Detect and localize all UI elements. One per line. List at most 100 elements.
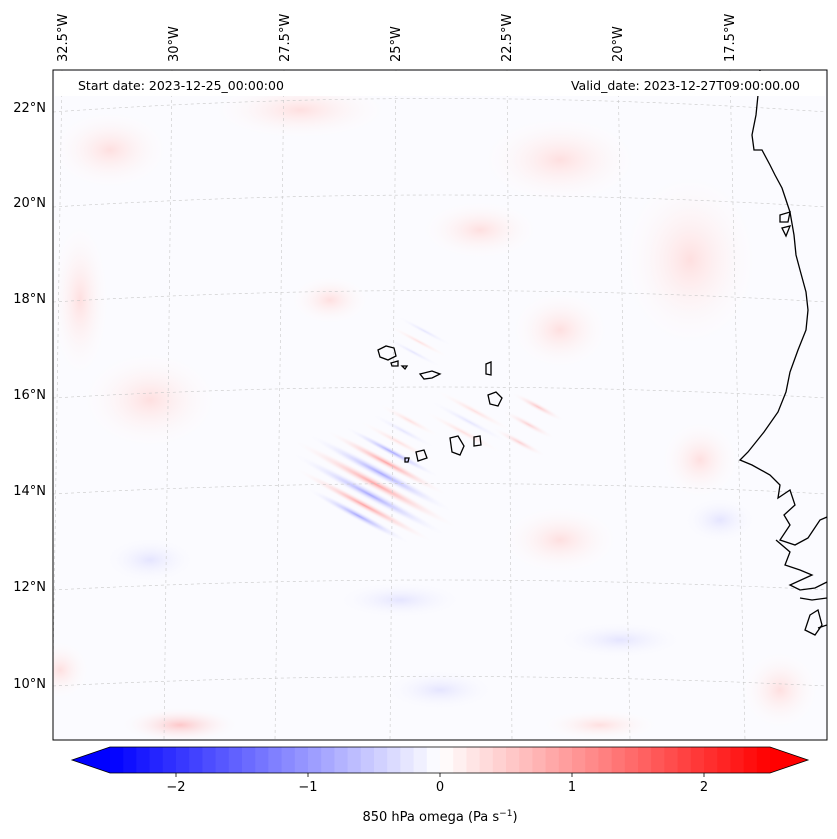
colorbar-cell [704, 747, 718, 773]
island-boa-vista [487, 391, 503, 407]
colorbar-cell [677, 747, 692, 773]
island-maio [473, 435, 482, 447]
colorbar-tick-label: −2 [166, 780, 185, 795]
coast-islet [781, 225, 792, 238]
colorbar-cell [651, 747, 665, 773]
longitude-labels: 32.5°W 30°W 27.5°W 25°W 22.5°W 20°W 17.5… [56, 14, 738, 62]
lat-label: 22°N [13, 101, 46, 116]
field-patch [53, 110, 170, 190]
lon-label: 17.5°W [723, 14, 738, 62]
lon-label: 30°W [167, 26, 182, 62]
colorbar-cell [308, 747, 322, 773]
colorbar-cell [334, 747, 349, 773]
colorbar-cell [400, 747, 415, 773]
colorbar-cell [294, 747, 309, 773]
colorbar-cell [110, 747, 124, 773]
colorbar-extend-high [770, 747, 808, 773]
island-santa-luzia [400, 365, 409, 371]
island-fogo [415, 449, 428, 462]
colorbar-tick-label: 1 [568, 780, 576, 795]
island-santo-antao [377, 345, 397, 361]
colorbar-cell [176, 747, 190, 773]
colorbar-cell [558, 747, 573, 773]
colorbar-cell [387, 747, 401, 773]
colorbar-cell [149, 747, 164, 773]
map-panel: Start date: 2023-12-25_00:00:00 Valid_da… [52, 69, 828, 741]
colorbar-cell [136, 747, 151, 773]
colorbar-cell [717, 747, 731, 773]
colorbar-cell [374, 747, 388, 773]
field-patch [660, 420, 740, 500]
field-patch [480, 115, 640, 205]
lon-label: 32.5°W [56, 14, 71, 62]
field-patch [120, 707, 240, 740]
colorbar-tick-label: −1 [298, 780, 317, 795]
field-patch [330, 580, 470, 620]
colorbar-ticks: −2 −1 0 1 2 [166, 773, 708, 795]
lat-label: 10°N [13, 677, 46, 692]
colorbar-tick-label: 0 [436, 780, 444, 795]
island-sal [485, 361, 492, 376]
valid-date-label: Valid_date: 2023-12-27T09:00:00.00 [571, 78, 800, 93]
field-patch [100, 535, 200, 585]
colorbar-cell [611, 747, 626, 773]
colorbar-cells [110, 747, 771, 773]
colorbar-cell [730, 747, 745, 773]
island-sao-nicolau [418, 370, 442, 380]
graticule [53, 70, 827, 740]
field-patch [540, 709, 660, 740]
field-patch [620, 170, 760, 350]
africa-coast [817, 624, 827, 629]
colorbar-cell [347, 747, 362, 773]
cape-verde-islands [377, 345, 503, 463]
colorbar: −2 −1 0 1 2 850 hPa omega (Pa s−1) [70, 746, 810, 825]
field-patch [80, 350, 220, 450]
field-patch [510, 290, 610, 370]
colorbar-cell [638, 747, 652, 773]
colorbar-cell [189, 747, 203, 773]
field-patch [290, 275, 370, 325]
africa-coast [775, 539, 827, 591]
field-patch [550, 620, 690, 660]
coast-islet [779, 211, 791, 223]
colorbar-cell [519, 747, 533, 773]
lon-label: 20°W [611, 26, 626, 62]
colorbar-cell [598, 747, 613, 773]
colorbar-cell [123, 747, 137, 773]
lat-label: 12°N [13, 580, 46, 595]
field-patch [500, 505, 620, 575]
lat-label: 18°N [13, 292, 46, 307]
lat-label: 16°N [13, 388, 46, 403]
colorbar-cell [492, 747, 507, 773]
colorbar-extend-low [72, 747, 110, 773]
colorbar-cell [162, 747, 177, 773]
field-patch [680, 495, 760, 545]
wave-bands [290, 314, 565, 545]
colorbar-cell [572, 747, 586, 773]
africa-coast [804, 608, 823, 636]
latitude-labels: 22°N 20°N 18°N 16°N 14°N 12°N 10°N [13, 101, 46, 692]
colorbar-cell [413, 747, 428, 773]
coastline [738, 70, 827, 636]
colorbar-outline [70, 746, 810, 774]
colorbar-cell [242, 747, 256, 773]
map-frame [52, 69, 828, 741]
island-brava [404, 457, 410, 463]
colorbar-cell [466, 747, 481, 773]
colorbar-cell [756, 747, 771, 773]
colorbar-cell [506, 747, 520, 773]
colorbar-cell [690, 747, 705, 773]
lon-label: 22.5°W [500, 14, 515, 62]
colorbar-cell [453, 747, 467, 773]
colorbar-cell [360, 747, 375, 773]
colorbar-cell [585, 747, 599, 773]
colorbar-cell [202, 747, 217, 773]
colorbar-cell [664, 747, 679, 773]
colorbar-cell [743, 747, 758, 773]
colorbar-cell [215, 747, 230, 773]
colorbar-cell [440, 747, 454, 773]
colorbar-cell [321, 747, 335, 773]
island-sao-vicente [390, 360, 399, 367]
colorbar-label: 850 hPa omega (Pa s−1) [362, 809, 517, 825]
field-patch [53, 220, 110, 380]
